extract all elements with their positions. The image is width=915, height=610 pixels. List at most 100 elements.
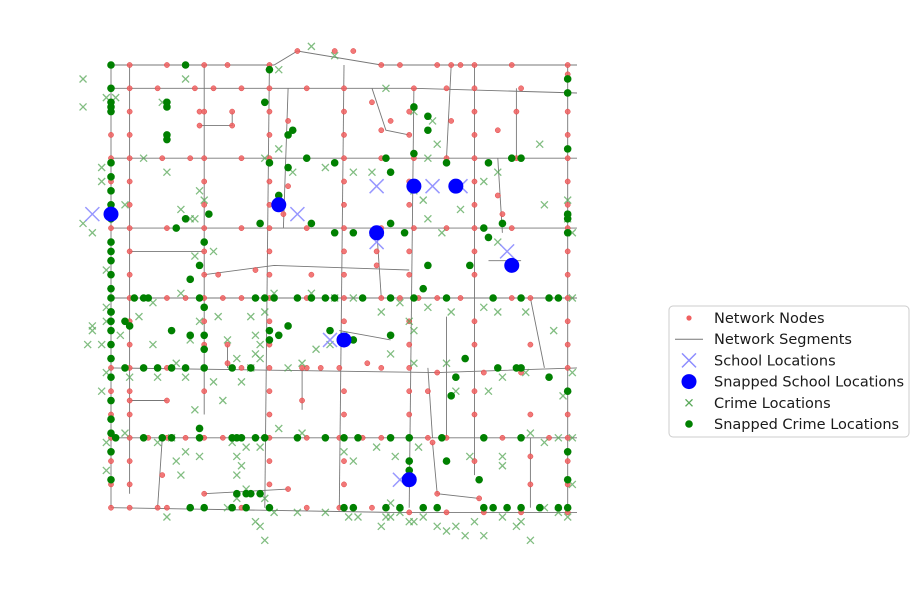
crime-location — [321, 508, 330, 517]
crime-location — [521, 308, 530, 316]
network-node — [126, 85, 133, 92]
crime-location — [419, 513, 428, 521]
snapped-crime-location — [186, 503, 195, 512]
network-node — [564, 108, 571, 115]
snapped-crime-location — [480, 434, 488, 442]
snapped-crime-location — [489, 503, 497, 512]
snapped-crime-location — [200, 364, 208, 372]
crime-location — [209, 247, 218, 256]
snapped-crime-location — [163, 135, 171, 144]
crime-location — [237, 377, 246, 386]
crime-location — [176, 471, 185, 480]
network-node — [564, 458, 571, 464]
network-segment — [110, 367, 578, 374]
crime-location — [256, 522, 265, 531]
crime-location — [498, 513, 507, 521]
network-node — [280, 211, 287, 217]
network-node — [224, 341, 231, 348]
crime-location — [139, 154, 148, 163]
school-location — [322, 332, 338, 348]
snapped-crime-location — [200, 503, 208, 512]
network-node — [471, 341, 478, 348]
network-node — [564, 248, 571, 255]
snapped-crime-location — [321, 294, 330, 302]
crime-location — [479, 303, 488, 312]
legend-label: Crime Locations — [714, 396, 831, 412]
crime-location — [423, 214, 432, 223]
network-node — [471, 108, 478, 115]
crime-location — [479, 177, 488, 186]
network-node — [266, 271, 273, 278]
school-location — [289, 206, 305, 222]
crime-location — [242, 443, 251, 452]
snapped-crime-location — [386, 434, 395, 442]
network-node — [480, 369, 487, 376]
snapped-crime-location — [228, 364, 236, 372]
crime-location — [354, 513, 362, 521]
snapped-crime-location — [195, 424, 204, 433]
snapped-crime-location — [447, 392, 455, 400]
snapped-crime-location — [461, 354, 469, 363]
network-node — [266, 248, 273, 255]
network-node — [308, 271, 315, 278]
network-node — [397, 62, 403, 68]
crime-location — [442, 527, 451, 535]
network-node — [187, 155, 194, 162]
crime-location — [148, 340, 157, 349]
crime-location — [405, 317, 414, 326]
network-node — [527, 295, 534, 301]
network-node — [476, 495, 482, 502]
network-node — [229, 108, 236, 115]
legend-label: Network Segments — [714, 332, 852, 348]
crime-location — [232, 452, 241, 461]
snapped-crime-location — [293, 434, 302, 442]
crime-location — [493, 308, 502, 316]
crime-location — [368, 168, 376, 177]
network-node — [350, 48, 357, 54]
network-node — [164, 62, 170, 68]
crime-location — [372, 443, 381, 452]
snapped-crime-location — [349, 228, 358, 237]
network-node — [564, 201, 571, 208]
crime-location — [162, 168, 171, 177]
snapped-crime-location — [419, 284, 428, 293]
network-node — [564, 155, 571, 162]
network-segment — [204, 264, 410, 276]
network-node — [238, 365, 245, 371]
network-segment — [529, 297, 545, 368]
network-node — [201, 490, 208, 497]
crime-location — [470, 517, 479, 526]
network-node — [471, 85, 478, 92]
snapped-crime-location — [424, 112, 432, 121]
snapped-school-location — [401, 472, 417, 488]
network-segment — [371, 88, 410, 136]
network-node — [154, 85, 161, 92]
snapped-crime-location — [256, 219, 264, 228]
network-node — [126, 225, 133, 231]
snapped-crime-location — [158, 434, 167, 442]
crime-location — [181, 447, 190, 456]
snapped-crime-location — [107, 84, 115, 93]
network-node — [471, 178, 478, 185]
snapped-crime-location — [563, 503, 572, 512]
snapped-crime-location — [554, 503, 563, 512]
network-node — [341, 155, 347, 162]
crime-location — [293, 508, 302, 517]
snapped-crime-location — [195, 261, 204, 270]
crime-location — [97, 387, 106, 396]
snapped-crime-location — [121, 364, 129, 372]
snapped-crime-location — [107, 270, 115, 279]
snapped-crime-location — [410, 294, 418, 302]
snapped-crime-location — [419, 503, 428, 512]
network-node — [341, 318, 347, 325]
snapped-crime-location — [167, 364, 176, 372]
snapped-crime-location — [386, 168, 395, 176]
network-node — [164, 397, 170, 404]
snapped-crime-location — [260, 434, 269, 442]
legend-entry-school: School Locations — [681, 352, 836, 369]
crime-location — [419, 196, 428, 205]
network-node — [317, 365, 324, 371]
crime-location — [97, 177, 106, 186]
crime-location — [484, 387, 493, 396]
snapped-crime-location — [517, 364, 525, 372]
